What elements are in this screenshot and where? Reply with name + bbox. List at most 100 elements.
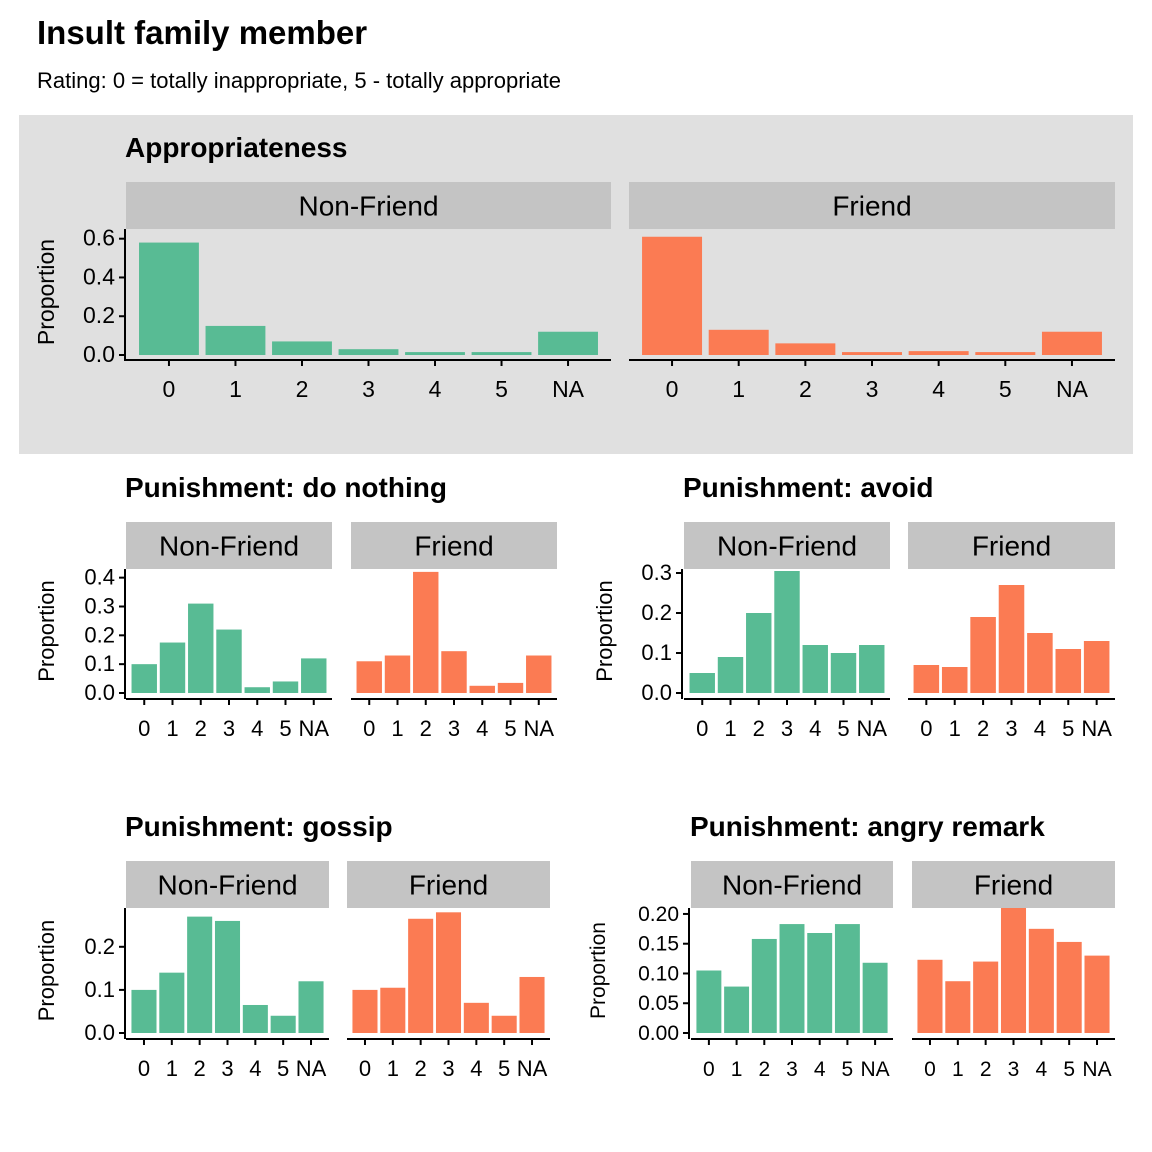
x-tick-label: 5 [837, 716, 849, 741]
facet-strip-label: Non-Friend [298, 191, 438, 222]
bar [526, 655, 552, 693]
bar [1083, 641, 1110, 693]
bar [441, 651, 467, 693]
bar [216, 629, 242, 693]
facet-strip-label: Friend [972, 531, 1051, 562]
x-tick-label: 3 [448, 716, 460, 741]
bar [708, 329, 769, 355]
facet-strip [347, 861, 550, 908]
x-tick-label: 4 [932, 376, 945, 402]
chart-subtitle: Rating: 0 = totally inappropriate, 5 - t… [37, 68, 562, 93]
bar [1027, 633, 1053, 693]
bar [413, 571, 439, 693]
x-tick-label: 0 [363, 716, 375, 741]
bar [270, 1015, 296, 1033]
chart-title: Punishment: avoid [683, 472, 933, 503]
x-tick-label: 1 [391, 716, 403, 741]
x-tick-label: 3 [362, 376, 375, 402]
x-tick-label: 5 [504, 716, 516, 741]
bar [717, 657, 744, 693]
x-tick-label: 4 [476, 716, 488, 741]
bar [435, 912, 462, 1033]
x-tick-label: 4 [1035, 1058, 1047, 1081]
x-tick-label: 2 [415, 1056, 427, 1081]
facet-strip [126, 182, 611, 229]
x-tick-label: 0 [163, 376, 176, 402]
chart-title: Appropriateness [125, 132, 348, 163]
bar [471, 352, 532, 355]
bar [159, 972, 185, 1033]
bar [352, 989, 378, 1033]
y-tick-label: 0.4 [83, 263, 115, 289]
x-tick-label: 4 [249, 1056, 261, 1081]
facet-strip-label: Friend [832, 191, 911, 222]
x-tick-label: NA [1081, 716, 1112, 741]
bar [272, 341, 332, 355]
bar [774, 571, 800, 693]
bar [917, 959, 943, 1033]
bar [338, 349, 399, 355]
x-tick-label: 5 [495, 376, 508, 402]
x-tick-label: 2 [980, 1058, 992, 1081]
facet-strip-label: Friend [414, 531, 493, 562]
bar [802, 645, 828, 693]
highlight-panel [19, 115, 1133, 454]
bar [913, 665, 940, 693]
bar [696, 970, 722, 1033]
x-tick-label: 0 [924, 1058, 936, 1081]
x-tick-label: 4 [1034, 716, 1046, 741]
bar [1000, 908, 1027, 1033]
y-tick-label: 0.0 [84, 680, 115, 705]
x-tick-label: 3 [223, 716, 235, 741]
x-tick-label: 1 [731, 1058, 743, 1081]
x-tick-label: 1 [724, 716, 736, 741]
x-tick-label: 0 [138, 1056, 150, 1081]
y-tick-label: 0.20 [638, 903, 679, 926]
x-tick-label: 5 [277, 1056, 289, 1081]
bar [538, 331, 598, 355]
x-tick-label: 0 [359, 1056, 371, 1081]
x-tick-label: 2 [296, 376, 309, 402]
bar [945, 981, 971, 1033]
bar [807, 933, 833, 1033]
facet-strip [684, 522, 890, 569]
x-tick-label: NA [517, 1056, 548, 1081]
bar [301, 658, 327, 693]
bar [131, 664, 157, 693]
x-tick-label: 2 [758, 1058, 770, 1081]
bar [187, 916, 213, 1033]
chart-4: Punishment: angry remark 0.00 0.05 0.10 0.15… [587, 811, 1115, 1081]
bar [1056, 941, 1082, 1033]
bar [998, 585, 1025, 693]
facet-strip [912, 861, 1115, 908]
bar [380, 987, 406, 1033]
facet-strip [908, 522, 1115, 569]
y-axis-label: Proportion [33, 239, 59, 345]
bar [463, 1002, 489, 1033]
bar [970, 617, 996, 693]
chart-title: Insult family member [37, 14, 368, 51]
bar [384, 655, 411, 693]
bar [1084, 955, 1110, 1033]
x-tick-label: 2 [195, 716, 207, 741]
y-tick-label: 0.6 [83, 225, 115, 251]
bar [205, 325, 266, 355]
bar [1055, 649, 1082, 693]
x-tick-label: 1 [166, 716, 178, 741]
x-tick-label: 3 [1008, 1058, 1020, 1081]
y-tick-label: 0.0 [641, 680, 672, 705]
y-tick-label: 0.10 [638, 962, 679, 985]
x-tick-label: 3 [1005, 716, 1017, 741]
y-tick-label: 0.1 [84, 977, 115, 1002]
y-tick-label: 0.1 [84, 651, 115, 676]
bar [973, 961, 999, 1033]
facet-strip-label: Non-Friend [159, 531, 299, 562]
x-tick-label: 1 [387, 1056, 399, 1081]
x-tick-label: 1 [732, 376, 745, 402]
bar [908, 351, 969, 355]
bar [751, 938, 777, 1033]
x-tick-label: 5 [498, 1056, 510, 1081]
bar [244, 687, 270, 693]
facet-strip [691, 861, 893, 908]
